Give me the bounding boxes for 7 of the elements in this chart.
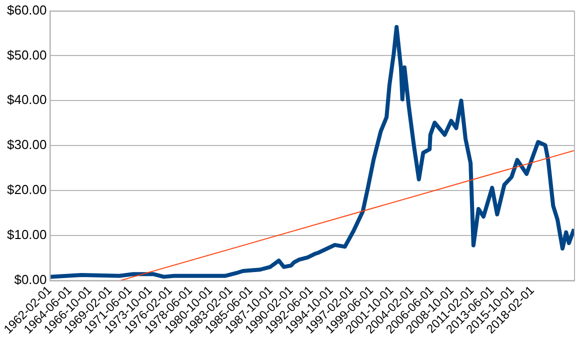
y-tick-label: $30.00 (6, 137, 47, 152)
y-tick-label: $50.00 (6, 47, 47, 62)
y-tick-label: $40.00 (6, 92, 47, 108)
y-tick-label: $60.00 (6, 2, 47, 18)
y-tick-label: $0.00 (14, 272, 47, 287)
y-tick-label: $10.00 (6, 227, 47, 242)
y-tick-label: $20.00 (6, 182, 47, 198)
